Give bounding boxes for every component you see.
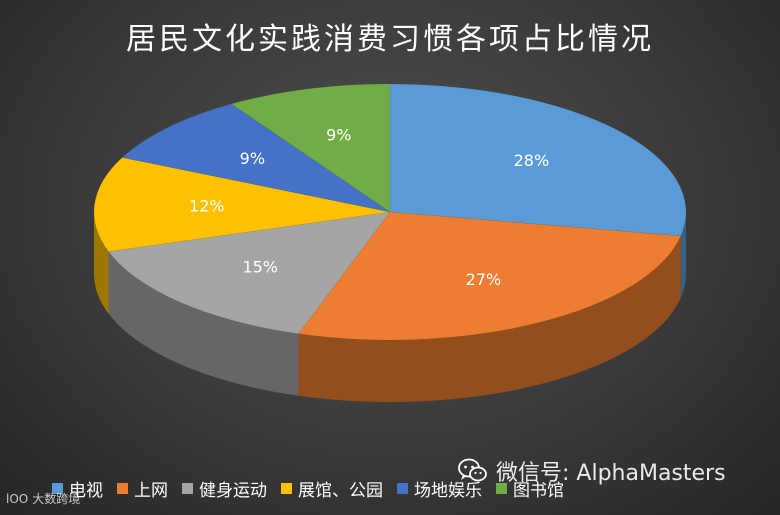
legend-item-场地娱乐: 场地娱乐	[397, 476, 482, 501]
slice-label-图书馆: 9%	[326, 125, 351, 144]
corner-logo: lOO 大数跨境	[6, 490, 80, 507]
pie-side-上网	[298, 235, 681, 402]
watermark-text: 微信号: AlphaMasters	[496, 461, 726, 486]
wechat-icon	[458, 458, 487, 482]
legend-swatch	[281, 483, 292, 494]
watermark: 微信号: AlphaMasters	[458, 455, 726, 487]
chart-title: 居民文化实践消费习惯各项占比情况	[126, 22, 654, 57]
legend-label: 健身运动	[199, 481, 267, 501]
pie-side-展馆-公园	[94, 212, 109, 314]
pie-sides	[94, 212, 686, 402]
legend-item-健身运动: 健身运动	[182, 476, 267, 501]
pie-side-健身运动	[108, 251, 299, 396]
legend-item-展馆-公园: 展馆、公园	[281, 476, 383, 501]
legend-label: 图书馆	[513, 481, 564, 501]
legend-swatch	[52, 483, 63, 494]
legend-label: 上网	[134, 481, 168, 501]
slice-label-电视: 28%	[514, 151, 550, 170]
chart-legend: 电视 上网 健身运动 展馆、公园 场地娱乐 图书馆	[52, 476, 564, 501]
pie-slice-健身运动	[108, 211, 391, 335]
pie-slice-上网	[298, 211, 682, 341]
legend-label: 电视	[69, 481, 103, 501]
legend-swatch	[397, 483, 408, 494]
legend-label: 展馆、公园	[298, 481, 383, 501]
slice-label-场地娱乐: 9%	[240, 149, 265, 168]
legend-swatch	[182, 483, 193, 494]
slice-label-上网: 27%	[466, 270, 502, 289]
pie-slice-图书馆	[230, 83, 391, 213]
pie-slice-展馆-公园	[93, 157, 391, 252]
pie-labels: 28% 27% 15% 12% 9% 9%	[189, 125, 549, 289]
pie-slice-场地娱乐	[121, 103, 391, 213]
pie-side-电视	[680, 212, 686, 298]
legend-item-上网: 上网	[117, 476, 168, 501]
slice-label-展馆-公园: 12%	[189, 197, 225, 216]
legend-item-图书馆: 图书馆	[496, 476, 564, 501]
legend-swatch	[117, 483, 128, 494]
pie-tops	[93, 83, 687, 341]
corner-logo-text: 大数跨境	[32, 492, 81, 506]
legend-label: 场地娱乐	[414, 481, 482, 501]
legend-item-电视: 电视	[52, 476, 103, 501]
pie-slice-电视	[389, 83, 687, 237]
slice-label-健身运动: 15%	[242, 258, 278, 277]
corner-logo-mark: lOO	[6, 491, 29, 506]
legend-swatch	[496, 483, 507, 494]
